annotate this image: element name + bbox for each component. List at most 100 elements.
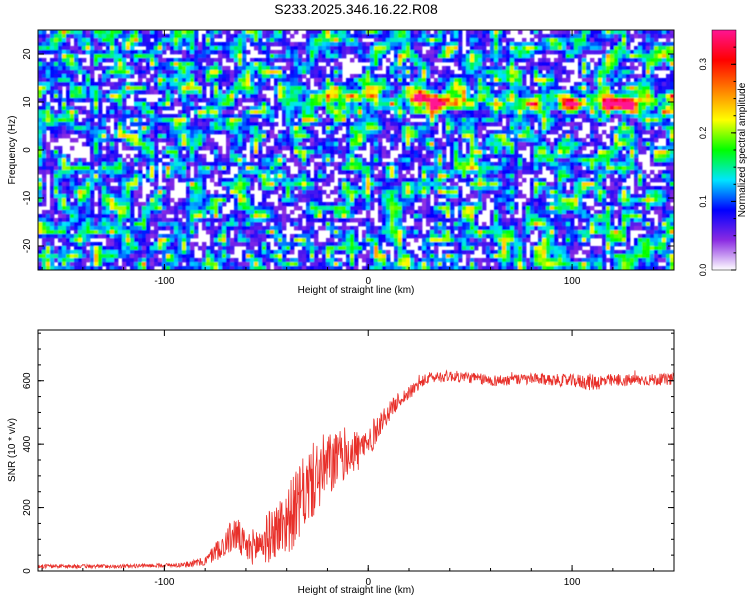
spectrogram-cell — [106, 42, 111, 47]
spectrogram-cell — [546, 106, 551, 111]
spectrogram-cell — [182, 106, 187, 111]
spectrogram-cell — [626, 138, 631, 143]
spectrogram-cell — [322, 90, 327, 95]
spectrogram-cell — [642, 66, 647, 71]
spectrogram-cell — [102, 162, 107, 167]
spectrogram-cell — [626, 34, 631, 39]
spectrogram-cell — [462, 138, 467, 143]
spectrogram-cell — [538, 166, 543, 171]
spectrogram-cell — [486, 30, 491, 35]
spectrogram-cell — [454, 30, 459, 35]
spectrogram-cell — [666, 98, 671, 103]
spectrogram-cell — [262, 78, 267, 83]
spectrogram-cell — [526, 58, 531, 63]
spectrogram-cell — [626, 146, 631, 151]
spectrogram-cell — [58, 122, 63, 127]
spectrogram-cell — [142, 126, 147, 131]
spectrogram-cell — [282, 110, 287, 115]
spectrogram-cell — [282, 106, 287, 111]
spectrogram-cell — [346, 86, 351, 91]
spectrogram-cell — [242, 62, 247, 67]
spectrogram-cell — [334, 54, 339, 59]
spectrogram-cell — [106, 154, 111, 159]
spectrogram-cell — [386, 126, 391, 131]
spectrogram-cell — [622, 110, 627, 115]
spectrogram-cell — [322, 122, 327, 127]
spectrogram-cell — [630, 74, 635, 79]
spectrogram-cell — [366, 74, 371, 79]
spectrogram-cell — [154, 122, 159, 127]
spectrogram-cell — [594, 106, 599, 111]
spectrogram-cell — [242, 146, 247, 151]
spectrogram-cell — [554, 70, 559, 75]
spectrogram-cell — [550, 122, 555, 127]
spectrogram-cell — [138, 62, 143, 67]
spectrogram-cell — [214, 66, 219, 71]
spectrogram-cell — [526, 138, 531, 143]
spectrogram-cell — [130, 70, 135, 75]
spectrogram-cell — [334, 62, 339, 67]
spectrogram-cell — [498, 86, 503, 91]
spectrogram-cell — [90, 86, 95, 91]
spectrogram-cell — [158, 30, 163, 35]
spectrogram-cell — [218, 110, 223, 115]
spectrogram-cell — [50, 58, 55, 63]
spectrogram-cell — [430, 150, 435, 155]
spectrogram-cell — [506, 94, 511, 99]
spectrogram-cell — [530, 142, 535, 147]
spectrogram-cell — [658, 50, 663, 55]
spectrogram-cell — [450, 118, 455, 123]
spectrogram-cell — [138, 78, 143, 83]
spectrogram-cell — [122, 46, 127, 51]
spectrogram-cell — [538, 86, 543, 91]
spectrogram-cell — [422, 42, 427, 47]
spectrogram-cell — [158, 82, 163, 87]
spectrogram-cell — [402, 78, 407, 83]
spectrogram-cell — [258, 98, 263, 103]
spectrogram-cell — [214, 46, 219, 51]
spectrogram-cell — [450, 126, 455, 131]
spectrogram-cell — [610, 34, 615, 39]
spectrogram-cell — [450, 74, 455, 79]
spectrogram-cell — [554, 118, 559, 123]
spectrogram-cell — [110, 170, 115, 175]
spectrogram-cell — [158, 34, 163, 39]
spectrogram-cell — [242, 34, 247, 39]
spectrogram-cell — [582, 42, 587, 47]
spectrogram-cell — [102, 158, 107, 163]
spectrogram-cell — [610, 110, 615, 115]
spectrogram-cell — [58, 70, 63, 75]
spectrogram-cell — [310, 142, 315, 147]
spectrogram-cell — [478, 30, 483, 35]
spectrogram-cell — [518, 102, 523, 107]
spectrogram-cell — [438, 42, 443, 47]
spectrogram-cell — [374, 30, 379, 35]
spectrogram-cell — [42, 98, 47, 103]
spectrogram-cell — [670, 122, 674, 127]
spectrogram-cell — [442, 82, 447, 87]
spectrogram-cell — [554, 138, 559, 143]
spectrogram-cell — [218, 58, 223, 63]
spectrogram-cell — [402, 46, 407, 51]
spectrogram-cell — [118, 54, 123, 59]
spectrogram-cell — [662, 98, 667, 103]
spectrogram-cell — [466, 54, 471, 59]
spectrogram-cell — [342, 150, 347, 155]
spectrogram-cell — [246, 86, 251, 91]
spectrogram-cell — [326, 62, 331, 67]
spectrogram-cell — [194, 158, 199, 163]
spectrogram-cell — [622, 74, 627, 79]
spectrogram-cell — [46, 170, 51, 175]
spectrogram-cell — [542, 134, 547, 139]
spectrogram-cell — [158, 86, 163, 91]
spectrogram-cell — [442, 114, 447, 119]
spectrogram-cell — [610, 38, 615, 43]
spectrogram-cell — [554, 94, 559, 99]
spectrogram-cell — [558, 102, 563, 107]
spectrogram-cell — [382, 166, 387, 171]
spectrogram-cell — [642, 90, 647, 95]
spectrogram-cell — [258, 50, 263, 55]
spectrogram-cell — [90, 30, 95, 35]
spectrogram-cell — [234, 62, 239, 67]
spectrogram-cell — [630, 146, 635, 151]
